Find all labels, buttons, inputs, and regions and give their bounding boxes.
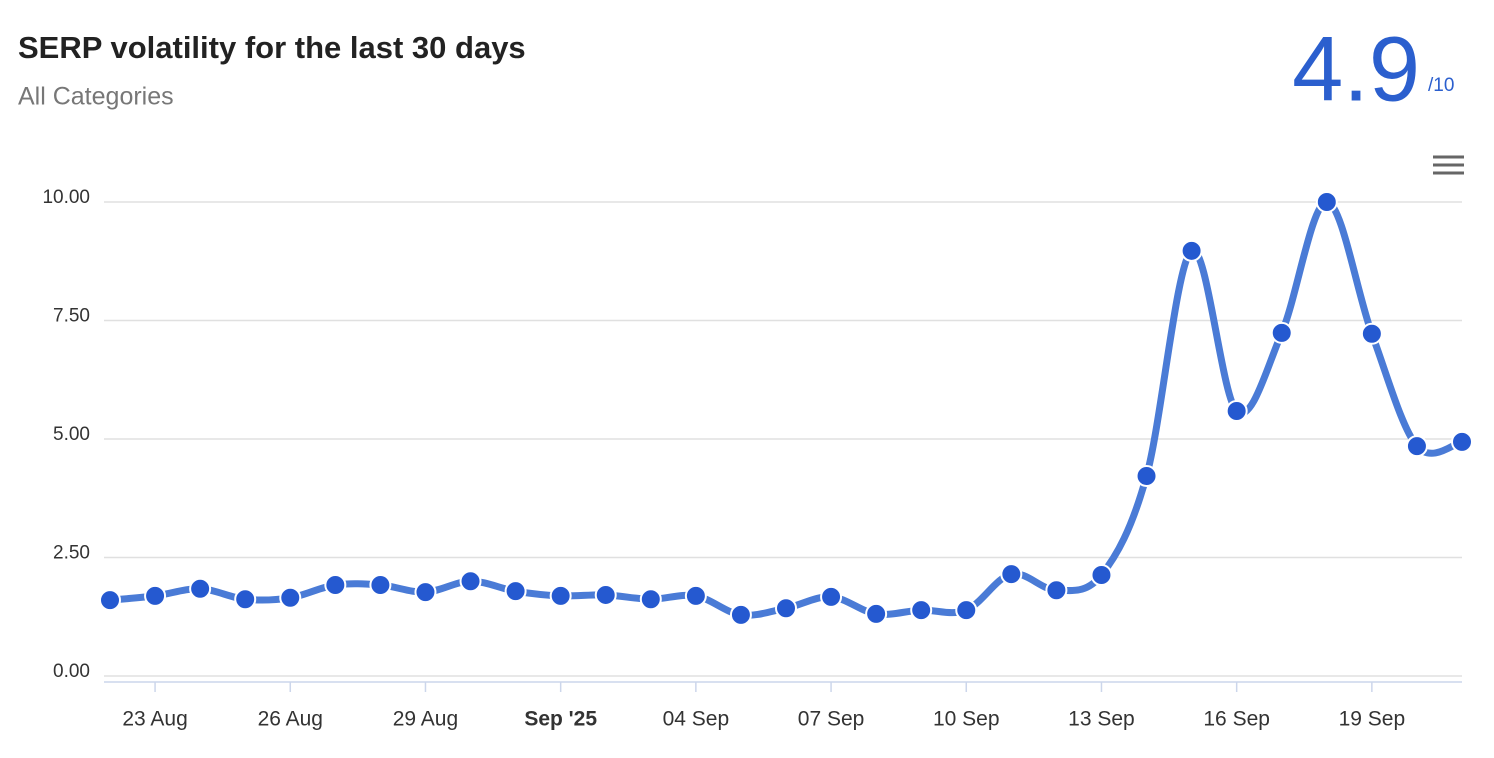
point: [729, 603, 752, 626]
chart-subtitle: All Categories: [18, 83, 174, 111]
point: [865, 602, 888, 625]
point: [594, 583, 617, 606]
point: [1180, 239, 1203, 262]
x-tick-label: 10 Sep: [933, 708, 1000, 731]
point: [1000, 563, 1023, 586]
x-tick-label: 29 Aug: [393, 708, 458, 731]
score-scale: /10: [1428, 75, 1454, 96]
x-tick-label: 23 Aug: [122, 708, 187, 731]
point: [1270, 321, 1293, 344]
chart-title: SERP volatility for the last 30 days: [18, 30, 526, 65]
point: [1045, 579, 1068, 602]
point: [234, 588, 257, 611]
x-tick-label: Sep '25: [524, 708, 597, 731]
point: [684, 584, 707, 607]
y-tick-label: 2.50: [53, 543, 90, 564]
point: [1315, 191, 1338, 213]
x-tick-label: 13 Sep: [1068, 708, 1135, 731]
y-tick-label: 7.50: [53, 306, 90, 327]
point: [820, 585, 843, 608]
point: [910, 599, 933, 622]
x-tick-label: 19 Sep: [1339, 708, 1406, 731]
menu-button[interactable]: [1433, 155, 1464, 175]
point: [459, 570, 482, 593]
point: [639, 588, 662, 611]
x-tick-label: 04 Sep: [663, 708, 730, 731]
point: [1135, 464, 1158, 487]
point: [775, 597, 797, 620]
point: [1225, 400, 1248, 423]
y-tick-label: 5.00: [53, 424, 90, 445]
point: [369, 573, 392, 596]
point: [324, 573, 347, 596]
point: [279, 586, 302, 609]
point: [189, 577, 212, 600]
point: [955, 599, 978, 622]
y-tick-label: 10.00: [42, 187, 90, 208]
x-tick-label: 07 Sep: [798, 708, 865, 731]
score: 4.9: [1292, 18, 1420, 120]
x-tick-label: 26 Aug: [258, 708, 323, 731]
point: [1451, 430, 1473, 453]
x-tick-label: 16 Sep: [1203, 708, 1270, 731]
point: [1405, 435, 1428, 458]
point: [1090, 564, 1113, 587]
point: [99, 589, 121, 612]
point: [414, 581, 437, 604]
y-tick-label: 0.00: [53, 661, 90, 682]
point: [144, 584, 167, 607]
point: [1360, 322, 1383, 345]
point: [504, 580, 527, 603]
point: [549, 584, 572, 607]
line: [109, 198, 1464, 619]
